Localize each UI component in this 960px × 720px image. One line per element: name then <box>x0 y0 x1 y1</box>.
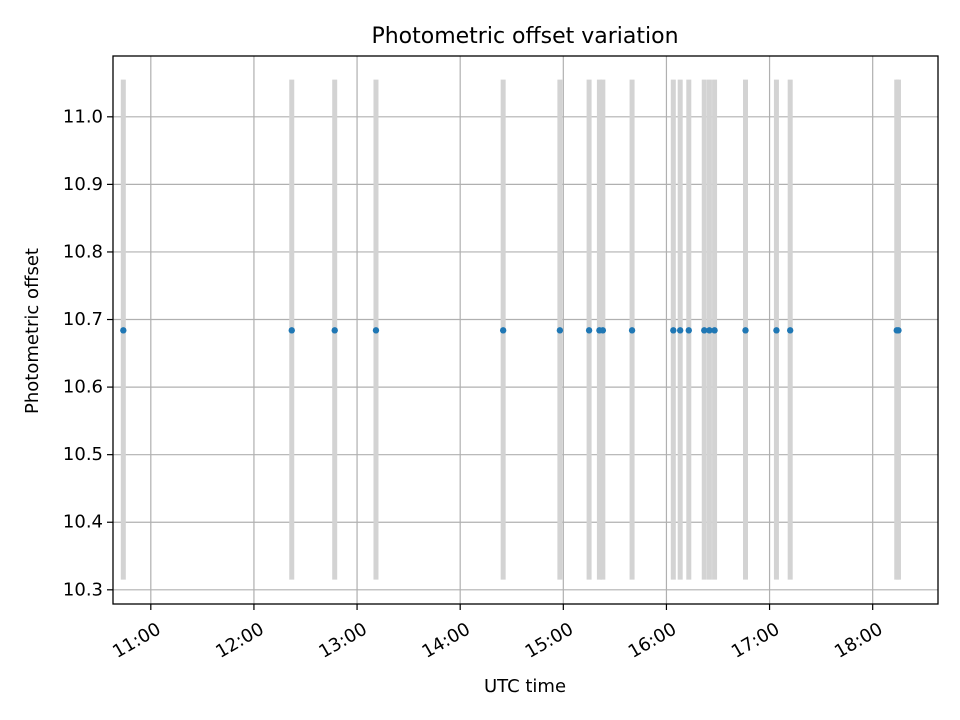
data-point <box>685 327 692 334</box>
grid-lines <box>113 56 938 604</box>
y-tick-label: 10.4 <box>63 512 103 533</box>
data-point <box>676 327 684 334</box>
x-tick-label: 14:00 <box>418 619 473 663</box>
data-point <box>599 327 607 334</box>
data-points <box>120 327 902 334</box>
y-tick-label: 11.0 <box>63 106 103 127</box>
data-point <box>742 327 749 334</box>
data-point <box>706 327 713 334</box>
x-tick-label: 18:00 <box>831 619 886 663</box>
data-point <box>711 327 718 334</box>
data-point <box>120 327 127 334</box>
data-point <box>499 327 507 334</box>
y-tick-label: 10.7 <box>63 309 103 330</box>
y-tick-label: 10.3 <box>63 579 103 600</box>
data-point <box>372 327 380 334</box>
data-point <box>895 327 902 334</box>
y-tick-label: 10.6 <box>63 377 103 398</box>
data-point <box>670 327 677 334</box>
data-point <box>773 327 780 334</box>
vertical-bands <box>120 79 901 580</box>
x-tick-label: 16:00 <box>625 619 680 663</box>
x-axis-ticks: 11:00 12:00 13:00 14:00 15:00 16:00 17:00 18:00 <box>109 604 886 663</box>
x-tick-label: 13:00 <box>315 619 370 663</box>
data-point <box>628 327 636 334</box>
data-point <box>701 327 708 334</box>
data-point <box>585 327 593 334</box>
chart-title: Photometric offset variation <box>371 24 678 49</box>
data-point <box>331 327 338 334</box>
plot-frame <box>112 55 939 605</box>
y-axis-ticks: 10.3 10.4 10.5 10.6 10.7 10.8 10.9 11.0 <box>63 106 113 600</box>
y-tick-label: 10.5 <box>63 444 103 465</box>
y-tick-label: 10.8 <box>63 241 103 262</box>
x-tick-label: 15:00 <box>522 619 577 663</box>
data-point <box>556 327 564 334</box>
x-axis-label: UTC time <box>484 676 566 697</box>
y-axis-label: Photometric offset <box>22 248 43 414</box>
data-point <box>786 327 794 334</box>
x-tick-label: 11:00 <box>109 619 164 663</box>
y-tick-label: 10.9 <box>63 174 103 195</box>
data-point <box>288 327 295 334</box>
x-tick-label: 17:00 <box>728 619 783 663</box>
x-tick-label: 12:00 <box>212 619 267 663</box>
